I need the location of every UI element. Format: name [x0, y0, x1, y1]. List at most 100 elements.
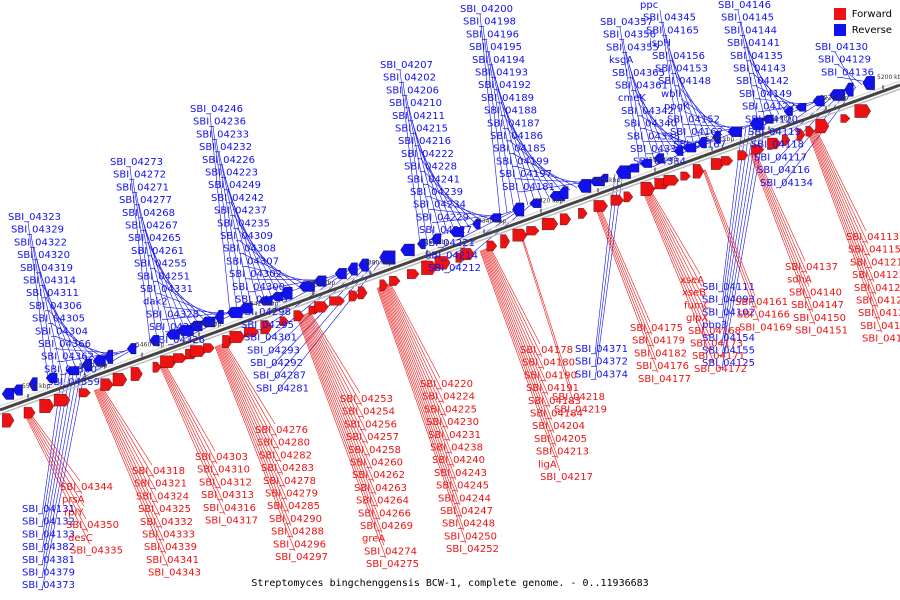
reverse-gene-label-sbi-04372: SBI_04372: [575, 357, 628, 368]
forward-gene-label-sbi-04283: SBI_04283: [261, 463, 314, 474]
forward-gene-arrow: [578, 208, 588, 219]
reverse-leader-line: [743, 35, 773, 118]
forward-gene-label-sbi-04225: SBI_04225: [424, 404, 477, 415]
forward-gene-arrow: [751, 144, 765, 155]
forward-gene-arrow: [663, 175, 680, 186]
forward-gene-label-xseb: xseB: [682, 288, 706, 299]
forward-gene-label-glpx: glpX: [686, 313, 708, 324]
tick-label: 5200 kbp: [877, 74, 900, 81]
reverse-gene-label-sbi-04261: SBI_04261: [131, 246, 184, 257]
forward-gene-arrow: [39, 399, 55, 413]
reverse-leader-line: [429, 196, 491, 220]
legend-reverse-label: Reverse: [851, 24, 892, 36]
forward-leader-line: [215, 345, 294, 539]
forward-gene-arrow: [379, 279, 389, 292]
forward-gene-label-rply: rplY: [64, 507, 84, 518]
forward-gene-label-sbi-04258: SBI_04258: [348, 445, 401, 456]
forward-leader-line: [216, 345, 292, 526]
forward-gene-arrow: [512, 228, 528, 242]
reverse-leader-line: [646, 141, 704, 143]
reverse-leader-line: [779, 86, 857, 188]
reverse-gene-label-sbi-04210: SBI_04210: [389, 98, 442, 109]
reverse-gene-label-sbi-04136: SBI_04136: [821, 67, 874, 78]
forward-gene-label-sbi-04341: SBI_04341: [146, 555, 199, 566]
reverse-leader-line: [248, 278, 322, 281]
forward-gene-label-sbi-04230: SBI_04230: [426, 417, 479, 428]
reverse-gene-arrow: [727, 126, 742, 137]
reverse-gene-label-sbi-04295: SBI_04295: [241, 320, 294, 331]
reverse-gene-label-wbli: wblI: [661, 89, 681, 100]
genome-axis: [0, 80, 900, 415]
reverse-gene-label-sbi-04131: SBI_04131: [22, 504, 75, 515]
reverse-gene-arrow: [347, 262, 358, 276]
reverse-gene-arrow: [529, 198, 542, 208]
reverse-leader-line: [405, 95, 435, 240]
reverse-gene-label-sbi-04287: SBI_04287: [253, 371, 306, 382]
reverse-leader-line: [218, 152, 252, 306]
reverse-gene-label-sbi-04381: SBI_04381: [22, 555, 75, 566]
reverse-gene-label-sbi-04186: SBI_04186: [490, 131, 543, 142]
reverse-gene-label-sbi-04298: SBI_04298: [238, 307, 291, 318]
forward-gene-label-sbi-04250: SBI_04250: [444, 531, 497, 542]
forward-gene-label-sbi-04121: SBI_04121: [850, 257, 900, 268]
forward-gene-arrow: [160, 355, 177, 368]
forward-gene-arrow: [593, 200, 608, 212]
reverse-gene-label-sbi-04235: SBI_04235: [217, 218, 270, 229]
forward-gene-label-sbi-04285: SBI_04285: [267, 501, 320, 512]
reverse-gene-label-sbi-04273: SBI_04273: [110, 157, 163, 168]
forward-gene-arrow: [720, 156, 734, 166]
reverse-gene-label-sbi-04272: SBI_04272: [113, 170, 166, 181]
reverse-leader-line: [399, 69, 421, 245]
reverse-gene-label-sbi-04188: SBI_04188: [484, 106, 537, 117]
reverse-gene-label-sbi-04155: SBI_04155: [702, 346, 755, 357]
forward-leader-line: [754, 151, 806, 262]
reverse-gene-label-sbi-04144: SBI_04144: [724, 25, 777, 36]
reverse-gene-label-sbi-04129: SBI_04129: [818, 55, 871, 66]
forward-leader-line: [27, 413, 85, 507]
reverse-leader-line: [51, 323, 105, 359]
forward-leader-line: [97, 388, 161, 516]
forward-leader-line: [304, 313, 371, 457]
reverse-gene-label-sbi-04135: SBI_04135: [730, 51, 783, 62]
reverse-gene-label-sbi-04228: SBI_04228: [404, 162, 457, 173]
forward-gene-arrow: [293, 310, 304, 322]
reverse-gene-arrow: [313, 275, 327, 287]
forward-gene-label-sbi-04269: SBI_04269: [360, 521, 413, 532]
forward-gene-label-sbi-04248: SBI_04248: [442, 519, 495, 530]
reverse-gene-label-sbi-04233: SBI_04233: [196, 129, 249, 140]
reverse-gene-label-sbi-04156: SBI_04156: [652, 51, 705, 62]
reverse-gene-label-sbi-04301: SBI_04301: [244, 333, 297, 344]
forward-gene-label-fumc: fumC: [684, 300, 711, 311]
reverse-gene-label-sbi-04326: SBI_04326: [152, 335, 205, 346]
reverse-leader-line: [54, 336, 112, 357]
reverse-gene-label-sbi-04379: SBI_04379: [22, 568, 75, 579]
forward-leader-line: [218, 344, 288, 501]
forward-gene-label-sbi-04123: SBI_04123: [852, 270, 900, 281]
forward-gene-label-sbi-04344: SBI_04344: [60, 482, 113, 493]
forward-gene-label-sbi-04275: SBI_04275: [366, 559, 419, 570]
reverse-gene-label-sbi-04130: SBI_04130: [815, 42, 868, 53]
forward-leader-line: [219, 344, 286, 488]
forward-gene-arrow: [526, 226, 540, 236]
forward-gene-arrow: [2, 413, 15, 428]
forward-leader-line: [384, 284, 451, 442]
reverse-gene-label-sbi-04345: SBI_04345: [643, 13, 696, 24]
forward-gene-label-grea: greA: [362, 534, 385, 545]
forward-leader-line: [597, 207, 655, 348]
reverse-gene-label-sbi-04329: SBI_04329: [11, 225, 64, 236]
reverse-leader-line: [132, 179, 158, 340]
forward-leader-line: [101, 387, 153, 466]
reverse-leader-line: [227, 190, 273, 298]
forward-leader-line: [484, 248, 551, 408]
forward-gene-label-sbi-04169: SBI_04169: [739, 322, 792, 333]
reverse-gene-label-sbi-04141: SBI_04141: [727, 38, 780, 49]
forward-gene-arrow: [229, 331, 246, 343]
forward-leader-line: [811, 130, 875, 282]
reverse-leader-line: [503, 115, 557, 196]
reverse-gene-label-sbi-04167: SBI_04167: [673, 140, 726, 151]
reverse-gene-label-sbi-04152: SBI_04152: [667, 114, 720, 125]
reverse-gene-label-sbi-04255: SBI_04255: [134, 259, 187, 270]
reverse-leader-line: [594, 170, 624, 380]
reverse-leader-line: [659, 9, 681, 151]
reverse-gene-arrow: [149, 335, 160, 346]
